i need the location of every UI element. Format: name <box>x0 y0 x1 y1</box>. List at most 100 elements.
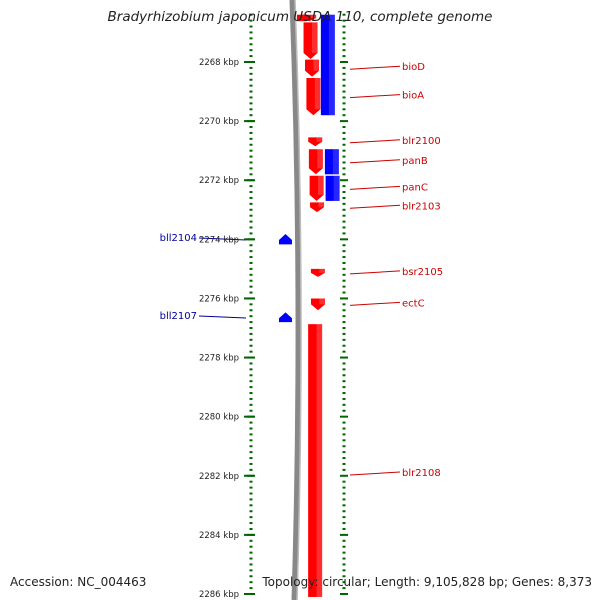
minor-tick-right <box>342 78 346 81</box>
minor-tick-left <box>249 445 253 448</box>
minor-tick-left <box>249 439 253 442</box>
minor-tick-left <box>249 49 253 52</box>
minor-tick-left <box>249 191 253 194</box>
minor-tick-right <box>342 338 346 341</box>
accession-text: Accession: NC_004463 <box>10 575 147 589</box>
minor-tick-left <box>249 108 253 111</box>
minor-tick-right <box>342 462 346 465</box>
reverse-gene-bll2107 <box>279 312 292 323</box>
minor-tick-right <box>342 279 346 282</box>
minor-tick-left <box>249 96 253 99</box>
minor-tick-left <box>249 66 253 69</box>
tick-label-2272: 2272 kbp <box>199 176 239 186</box>
minor-tick-right <box>342 403 346 406</box>
forward-gene-bsr2105-shade <box>319 268 325 273</box>
genome-title: Bradyrhizobium japonicum USDA 110, compl… <box>107 9 493 25</box>
minor-tick-left <box>249 202 253 205</box>
minor-tick-left <box>249 161 253 164</box>
major-tick-right <box>340 474 348 477</box>
major-tick-mark-2280 <box>244 415 254 418</box>
minor-tick-left <box>249 185 253 188</box>
minor-tick-left <box>249 486 253 489</box>
gene-label-panC: panC <box>402 182 428 193</box>
major-tick-right <box>340 593 348 595</box>
outer-blue-gene-1 <box>324 149 339 175</box>
major-tick-mark-2274 <box>244 238 254 241</box>
forward-gene-0-shade <box>310 14 317 18</box>
leader-line-ectC <box>349 301 401 306</box>
gene-label-blr2100: blr2100 <box>402 136 441 147</box>
outer-blue-gene-2 <box>325 175 340 201</box>
genome-backbone <box>289 0 302 600</box>
minor-tick-right <box>342 327 346 329</box>
minor-tick-right <box>342 291 346 294</box>
minor-tick-right <box>342 309 346 312</box>
minor-tick-left <box>249 374 253 377</box>
minor-tick-left <box>249 332 253 335</box>
tick-label-2282: 2282 kbp <box>199 472 239 482</box>
minor-tick-left <box>249 498 253 501</box>
minor-tick-right <box>342 267 346 270</box>
minor-tick-right <box>342 273 346 276</box>
forward-gene-ectC-shade <box>319 298 325 305</box>
minor-tick-left <box>249 451 253 454</box>
minor-tick-right <box>342 545 346 548</box>
minor-tick-right <box>342 575 346 578</box>
minor-tick-left <box>249 214 253 217</box>
minor-tick-right <box>342 37 346 40</box>
leader-line-panC <box>349 185 401 190</box>
minor-tick-left <box>249 433 253 436</box>
minor-tick-right <box>342 522 346 525</box>
minor-tick-right <box>342 468 346 471</box>
minor-tick-left <box>249 380 253 383</box>
minor-tick-left <box>249 19 253 22</box>
minor-tick-left <box>249 392 253 395</box>
minor-tick-left <box>249 167 253 170</box>
tick-label-2270: 2270 kbp <box>199 117 239 127</box>
forward-gene-blr2100-shade <box>316 137 323 142</box>
gene-label-bioD: bioD <box>402 62 425 73</box>
forward-gene-bsr2105 <box>310 268 325 277</box>
minor-tick-right <box>342 285 346 288</box>
minor-tick-left <box>249 581 253 584</box>
minor-tick-left <box>249 244 253 247</box>
backbone-highlight <box>294 0 302 600</box>
minor-tick-right <box>342 368 346 371</box>
minor-tick-right <box>342 350 346 353</box>
minor-tick-left <box>249 78 253 81</box>
forward-gene-bioD-shade <box>313 59 320 71</box>
major-tick-mark-2268 <box>244 61 254 63</box>
minor-tick-right <box>342 362 346 365</box>
outer-blue-gene-shade-0 <box>328 14 335 116</box>
minor-tick-left <box>249 403 253 406</box>
minor-tick-left <box>249 256 253 259</box>
minor-tick-left <box>249 155 253 158</box>
leader-line-bll2107 <box>198 315 247 319</box>
minor-tick-right <box>342 303 346 306</box>
minor-tick-right <box>342 250 346 253</box>
minor-tick-right <box>342 504 346 507</box>
minor-tick-left <box>249 315 253 318</box>
minor-tick-left <box>249 587 253 590</box>
minor-tick-right <box>342 13 346 16</box>
leader-line-blr2108 <box>349 471 401 476</box>
minor-tick-right <box>342 315 346 318</box>
minor-tick-right <box>342 72 346 75</box>
major-tick-mark-2284 <box>244 533 254 536</box>
left-tick-track <box>247 13 255 595</box>
minor-tick-right <box>342 451 346 454</box>
minor-tick-right <box>342 498 346 501</box>
minor-tick-left <box>249 368 253 371</box>
forward-gene-blr2108 <box>308 324 323 597</box>
minor-tick-right <box>342 185 346 188</box>
forward-gene-panC-shade <box>318 175 324 195</box>
minor-tick-right <box>342 84 346 87</box>
minor-tick-left <box>249 539 253 542</box>
minor-tick-left <box>249 267 253 270</box>
minor-tick-left <box>249 37 253 40</box>
forward-gene-bioA <box>306 77 321 116</box>
gene-label-bsr2105: bsr2105 <box>402 267 443 278</box>
minor-tick-right <box>342 380 346 383</box>
genome-summary-text: Topology: circular; Length: 9,105,828 bp… <box>262 575 592 589</box>
